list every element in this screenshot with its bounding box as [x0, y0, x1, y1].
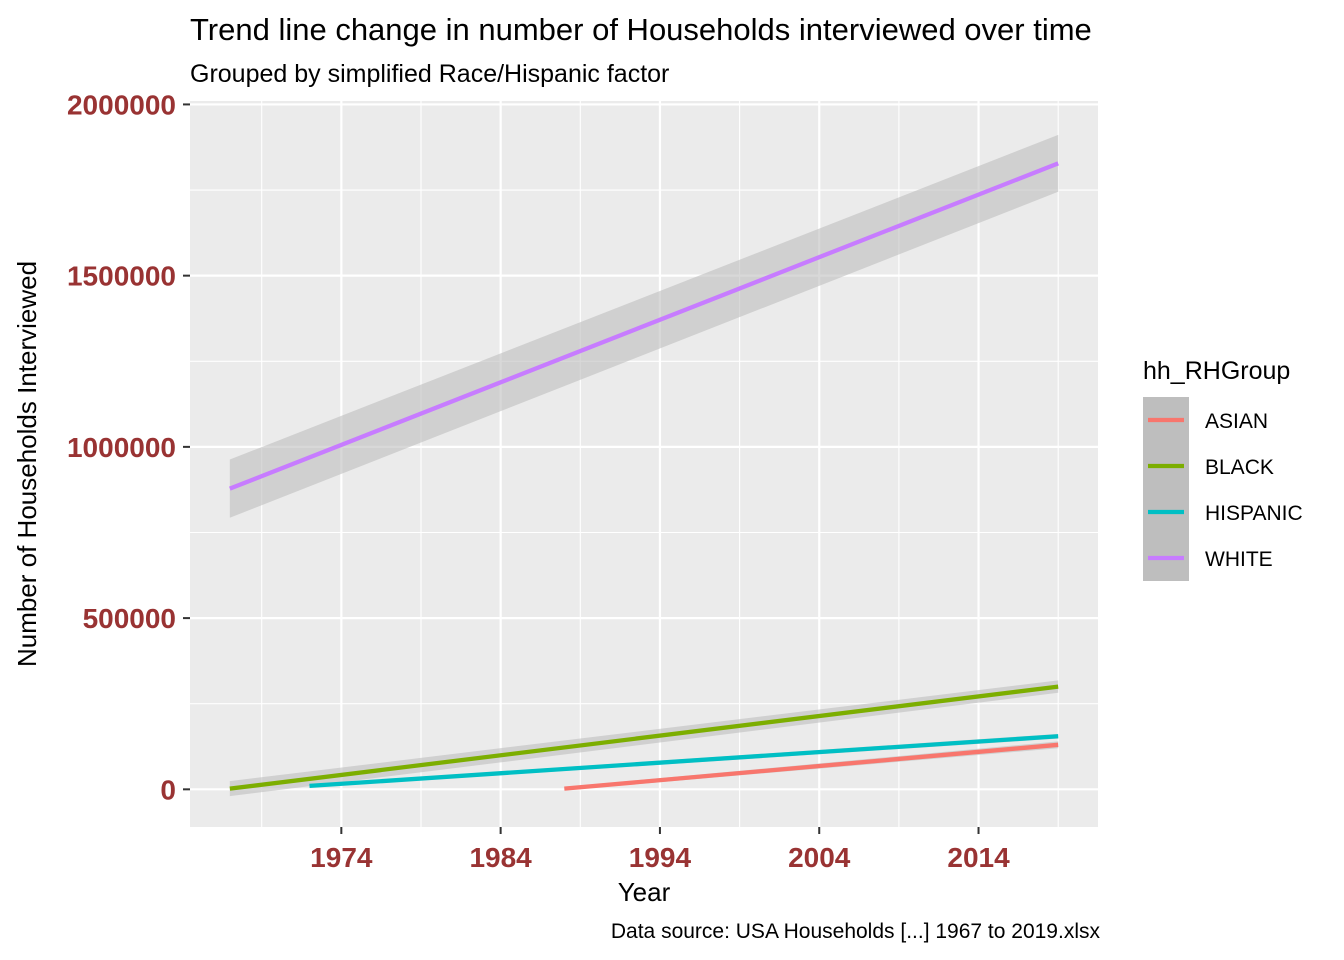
- x-tick-label: 1994: [629, 842, 692, 873]
- trend-lines: [229, 161, 1059, 791]
- legend-label-asian: ASIAN: [1205, 410, 1268, 433]
- x-tick-label: 2004: [788, 842, 851, 873]
- legend: hh_RHGroup ASIAN BLACK HISPANIC WHITE: [1143, 357, 1303, 581]
- x-tick-label: 2014: [947, 842, 1010, 873]
- chart-subtitle: Grouped by simplified Race/Hispanic fact…: [190, 60, 670, 88]
- line-asian: [564, 742, 1059, 791]
- legend-label-black: BLACK: [1205, 456, 1274, 479]
- y-tick-label: 2000000: [67, 89, 176, 120]
- y-axis: 0 500000 1000000 1500000 2000000: [67, 89, 190, 805]
- legend-label-white: WHITE: [1205, 548, 1273, 571]
- line-black: [229, 684, 1059, 791]
- legend-label-hispanic: HISPANIC: [1205, 502, 1303, 525]
- chart-title: Trend line change in number of Household…: [190, 12, 1092, 47]
- y-tick-label: 500000: [83, 603, 176, 634]
- y-tick-label: 0: [160, 774, 176, 805]
- x-axis: 1974 1984 1994 2004 2014: [310, 827, 1010, 873]
- x-tick-label: 1974: [310, 842, 373, 873]
- y-tick-label: 1500000: [67, 261, 176, 292]
- legend-title: hh_RHGroup: [1143, 357, 1290, 385]
- line-white: [229, 161, 1059, 491]
- y-tick-label: 1000000: [67, 432, 176, 463]
- y-axis-title: Number of Households Interviewed: [12, 261, 42, 667]
- line-hispanic: [309, 734, 1059, 789]
- x-tick-label: 1984: [469, 842, 532, 873]
- legend-key-background: [1143, 397, 1189, 581]
- x-axis-title: Year: [618, 877, 671, 907]
- chart-caption: Data source: USA Households [...] 1967 t…: [610, 920, 1100, 943]
